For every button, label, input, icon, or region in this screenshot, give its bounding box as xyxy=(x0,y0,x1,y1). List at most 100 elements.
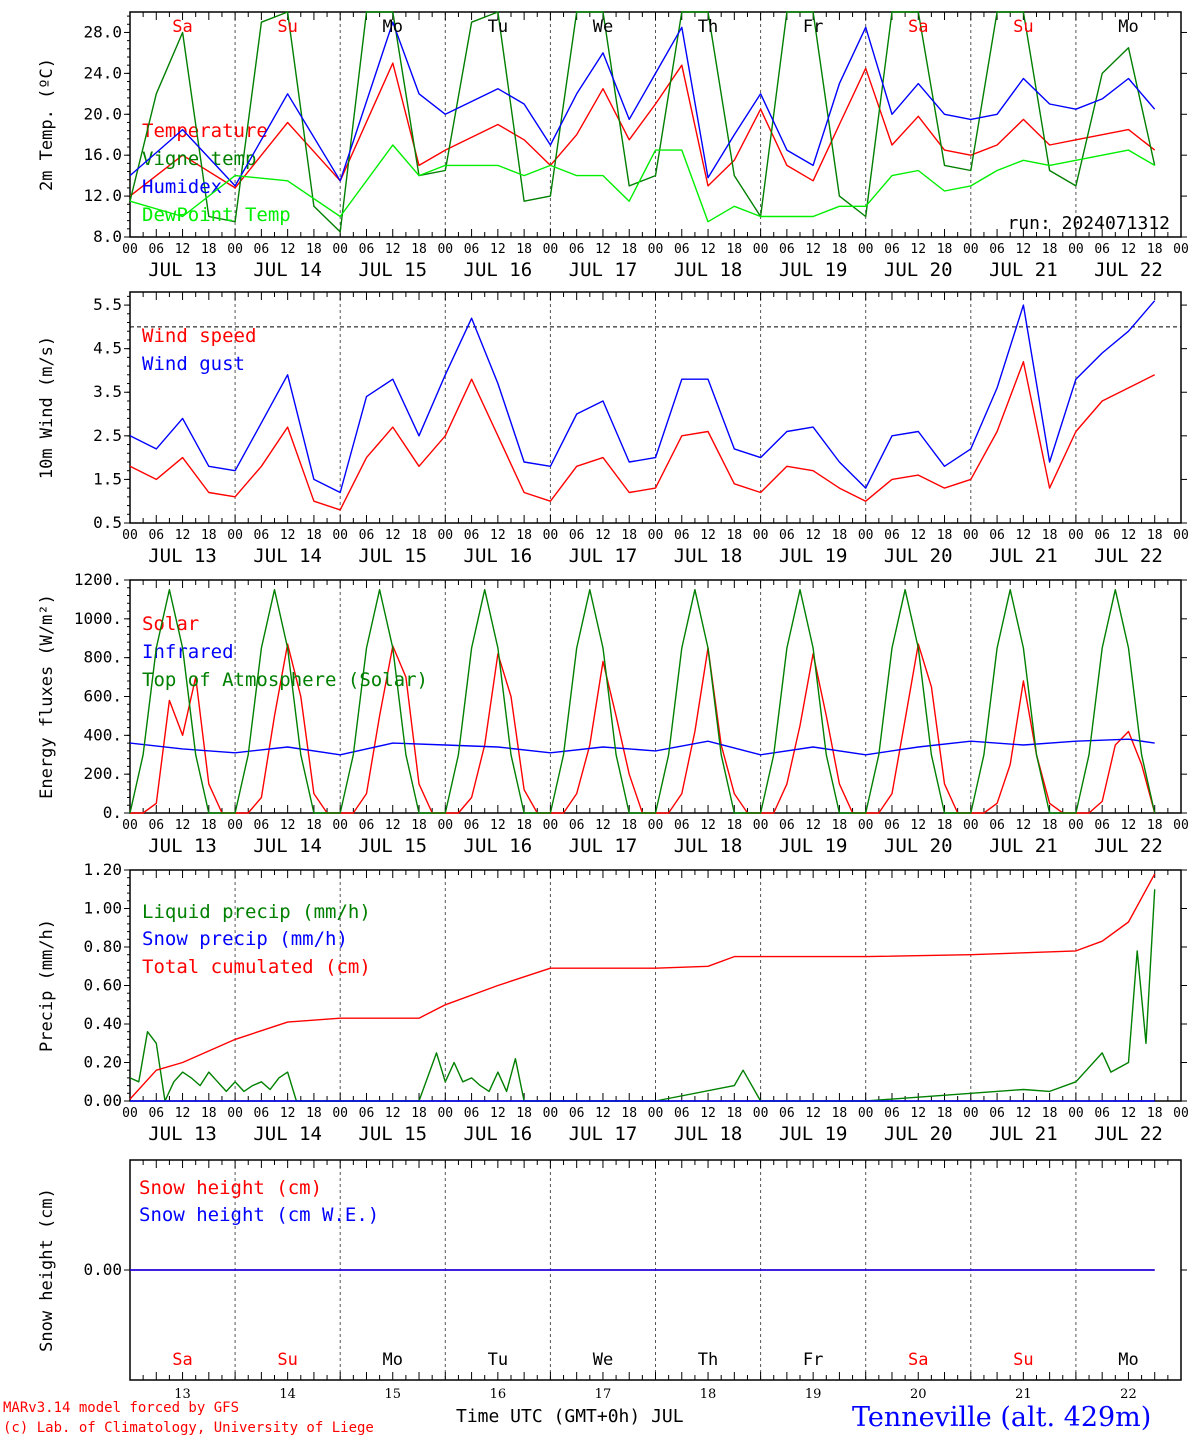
x-hour-label: 12 xyxy=(1121,528,1137,543)
x-hour-label: 12 xyxy=(490,242,506,257)
x-hour-label: 06 xyxy=(359,818,375,833)
x-hour-label: 18 xyxy=(726,818,742,833)
x-hour-label: 06 xyxy=(989,818,1005,833)
x-hour-label: 06 xyxy=(1094,528,1110,543)
x-hour-label: 06 xyxy=(674,818,690,833)
series-line-4-3 xyxy=(129,873,1156,1100)
series-line-4-1 xyxy=(129,889,1156,1102)
x-day-label: JUL 18 xyxy=(674,545,743,567)
y-axis-label: Energy fluxes (W/m²) xyxy=(37,594,57,799)
x-hour-label: 18 xyxy=(201,818,217,833)
day-number-label: 21 xyxy=(1015,1387,1032,1402)
x-hour-label: 00 xyxy=(648,242,664,257)
x-hour-label: 12 xyxy=(910,242,926,257)
legend-entry: Wind gust xyxy=(142,353,245,375)
x-hour-label: 18 xyxy=(306,242,322,257)
x-hour-label: 18 xyxy=(411,242,427,257)
x-hour-label: 06 xyxy=(569,1106,585,1121)
x-hour-label: 00 xyxy=(437,818,453,833)
weekday-label: We xyxy=(593,1350,613,1370)
series-line-2-2 xyxy=(129,300,1156,494)
x-hour-label: 00 xyxy=(1173,528,1189,543)
weekday-label: Th xyxy=(698,1350,718,1370)
x-hour-label: 06 xyxy=(254,528,270,543)
legend-entry: Solar xyxy=(142,613,199,635)
x-hour-label: 06 xyxy=(569,242,585,257)
y-tick-label: 2.5 xyxy=(93,426,122,445)
x-day-label: JUL 20 xyxy=(884,259,953,281)
series-line-3-2 xyxy=(129,738,1155,756)
x-hour-label: 06 xyxy=(254,242,270,257)
x-hour-label: 00 xyxy=(543,242,559,257)
x-hour-label: 00 xyxy=(963,818,979,833)
x-hour-label: 18 xyxy=(1042,242,1058,257)
x-day-label: JUL 16 xyxy=(464,545,533,567)
legend-entry: Top of Atmosphere (Solar) xyxy=(142,669,428,691)
x-day-label: JUL 21 xyxy=(989,835,1058,857)
x-hour-label: 18 xyxy=(621,242,637,257)
x-hour-label: 00 xyxy=(648,528,664,543)
legend-entry: Snow precip (mm/h) xyxy=(142,928,348,950)
x-hour-label: 18 xyxy=(516,818,532,833)
x-hour-label: 06 xyxy=(674,242,690,257)
x-day-label: JUL 17 xyxy=(569,259,638,281)
x-hour-label: 00 xyxy=(543,818,559,833)
x-hour-label: 18 xyxy=(411,528,427,543)
x-hour-label: 00 xyxy=(963,528,979,543)
x-hour-label: 06 xyxy=(254,1106,270,1121)
series-line-2-1 xyxy=(129,361,1156,511)
x-hour-label: 12 xyxy=(385,1106,401,1121)
x-hour-label: 00 xyxy=(437,528,453,543)
x-hour-label: 00 xyxy=(1068,1106,1084,1121)
x-hour-label: 12 xyxy=(490,1106,506,1121)
y-tick-label: 0.40 xyxy=(83,1014,122,1033)
x-hour-label: 12 xyxy=(1121,1106,1137,1121)
y-tick-label: 1200. xyxy=(74,570,122,589)
x-hour-label: 00 xyxy=(332,818,348,833)
x-day-label: JUL 17 xyxy=(569,1123,638,1145)
y-tick-label: 0.20 xyxy=(83,1053,122,1072)
legend-entry: Vigne temp xyxy=(142,148,256,170)
x-day-label: JUL 13 xyxy=(148,1123,217,1145)
x-hour-label: 18 xyxy=(726,242,742,257)
x-hour-label: 18 xyxy=(832,242,848,257)
x-hour-label: 12 xyxy=(175,1106,191,1121)
legend-entry: Wind speed xyxy=(142,325,256,347)
day-number-label: 20 xyxy=(910,1387,927,1402)
day-number-label: 22 xyxy=(1120,1387,1137,1402)
x-hour-label: 06 xyxy=(148,1106,164,1121)
x-day-label: JUL 19 xyxy=(779,259,848,281)
x-hour-label: 00 xyxy=(227,818,243,833)
x-hour-label: 00 xyxy=(753,1106,769,1121)
x-hour-label: 12 xyxy=(1121,242,1137,257)
x-hour-label: 18 xyxy=(201,528,217,543)
x-hour-label: 12 xyxy=(700,242,716,257)
x-hour-label: 18 xyxy=(201,1106,217,1121)
y-tick-label: 20.0 xyxy=(83,104,122,123)
x-day-label: JUL 14 xyxy=(253,545,322,567)
x-hour-label: 00 xyxy=(858,818,874,833)
x-hour-label: 12 xyxy=(385,818,401,833)
x-hour-label: 18 xyxy=(832,528,848,543)
x-hour-label: 18 xyxy=(516,528,532,543)
x-hour-label: 18 xyxy=(1042,818,1058,833)
x-hour-label: 00 xyxy=(332,242,348,257)
x-day-label: JUL 16 xyxy=(464,1123,533,1145)
x-hour-label: 18 xyxy=(621,818,637,833)
y-tick-label: 12.0 xyxy=(83,186,122,205)
legend-entry: Liquid precip (mm/h) xyxy=(142,901,371,923)
y-tick-label: 8.0 xyxy=(93,227,122,246)
x-hour-label: 00 xyxy=(753,528,769,543)
weekday-label: Fr xyxy=(803,17,823,37)
x-hour-label: 12 xyxy=(595,818,611,833)
x-hour-label: 06 xyxy=(779,242,795,257)
y-axis-label: 2m Temp. (ºC) xyxy=(37,58,57,191)
x-day-label: JUL 15 xyxy=(358,545,427,567)
x-hour-label: 18 xyxy=(937,528,953,543)
x-hour-label: 18 xyxy=(621,1106,637,1121)
run-annotation: run: 2024071312 xyxy=(1007,213,1170,234)
x-day-label: JUL 15 xyxy=(358,835,427,857)
x-hour-label: 12 xyxy=(595,528,611,543)
x-hour-label: 18 xyxy=(306,818,322,833)
